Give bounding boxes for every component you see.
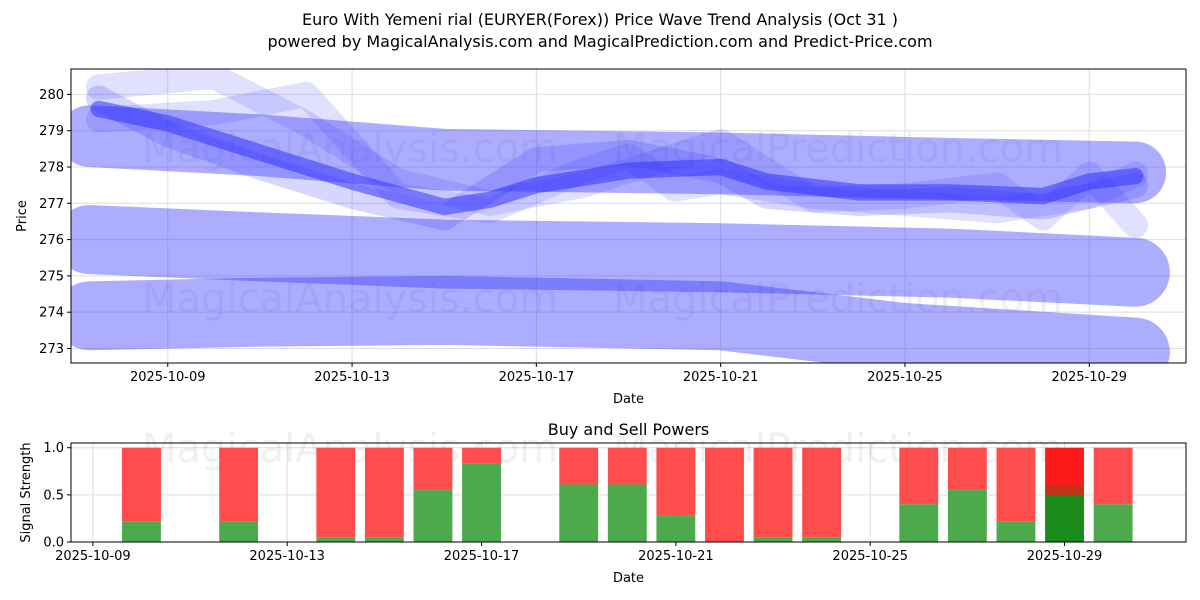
sell-bar xyxy=(947,447,987,491)
sell-bar xyxy=(656,447,696,516)
sell-bar xyxy=(364,447,404,538)
buy-bar xyxy=(947,490,987,542)
sell-bar xyxy=(899,447,939,505)
buy-bar xyxy=(802,537,842,542)
y-tick-label: 278 xyxy=(39,161,64,176)
sell-bar xyxy=(316,447,356,538)
buy-bar xyxy=(1093,504,1133,542)
x-tick-label: 2025-10-25 xyxy=(867,370,943,385)
sell-bar xyxy=(1093,447,1133,505)
sell-bar xyxy=(462,447,501,464)
buy-bar xyxy=(462,463,501,542)
chart-title: Euro With Yemeni rial (EURYER(Forex)) Pr… xyxy=(301,10,899,29)
y-tick-label: 0.5 xyxy=(43,488,64,503)
x-tick-label: 2025-10-13 xyxy=(314,370,390,385)
buy-bar xyxy=(996,521,1036,542)
y-tick-label: 274 xyxy=(39,306,64,321)
y-tick-label: 0.0 xyxy=(43,536,64,551)
sell-bar xyxy=(705,447,744,542)
buy-bar xyxy=(1045,494,1084,542)
buy-bar xyxy=(219,521,259,542)
wave-lower-band xyxy=(71,275,1170,363)
subplot-title: Buy and Sell Powers xyxy=(548,420,710,439)
x-tick-label: 2025-10-29 xyxy=(1051,370,1127,385)
sell-bar xyxy=(413,447,453,491)
buy-bar xyxy=(753,537,793,542)
x-tick-label: 2025-10-13 xyxy=(249,549,325,564)
sell-bar xyxy=(802,447,842,538)
sell-bar xyxy=(753,447,793,538)
x-tick-label: 2025-10-09 xyxy=(55,549,131,564)
y-tick-label: 276 xyxy=(39,233,64,248)
chart-subtitle: powered by MagicalAnalysis.com and Magic… xyxy=(267,32,933,51)
buy-bar xyxy=(656,515,696,542)
y-tick-label: 280 xyxy=(39,88,64,103)
wave-main xyxy=(90,100,1144,216)
y-axis-label: Price xyxy=(15,200,30,232)
y-axis-label: Signal Strength xyxy=(19,442,34,542)
sell-bar xyxy=(559,447,599,485)
buy-bar xyxy=(899,504,939,542)
watermark: MagicalAnalysis.com xyxy=(142,276,558,322)
buy-bar xyxy=(364,537,404,542)
buy-bar xyxy=(316,537,356,542)
sell-bar xyxy=(122,447,161,522)
y-tick-label: 279 xyxy=(39,124,64,139)
y-tick-label: 275 xyxy=(39,269,64,284)
x-tick-label: 2025-10-17 xyxy=(444,549,520,564)
wave-mid-band xyxy=(71,205,1170,307)
x-tick-label: 2025-10-29 xyxy=(1027,549,1103,564)
x-tick-label: 2025-10-21 xyxy=(638,549,714,564)
series-group xyxy=(71,69,1170,363)
axes-frame xyxy=(70,68,1187,364)
axes-frame xyxy=(70,442,1187,543)
x-axis-label: Date xyxy=(613,392,644,407)
watermark: MagicalPrediction.com xyxy=(613,276,1063,322)
buy-bar xyxy=(122,521,161,542)
y-tick-label: 277 xyxy=(39,197,64,212)
y-tick-label: 273 xyxy=(39,342,64,357)
buy-bar xyxy=(559,484,599,542)
sell-bar xyxy=(607,447,647,485)
x-axis-label: Date xyxy=(613,571,644,586)
x-tick-label: 2025-10-21 xyxy=(683,370,759,385)
overlap-bar xyxy=(1045,485,1084,495)
sell-bar xyxy=(996,447,1036,522)
buy-bar xyxy=(413,490,453,542)
buy-bar xyxy=(607,484,647,542)
x-tick-label: 2025-10-09 xyxy=(130,370,206,385)
x-tick-label: 2025-10-25 xyxy=(832,549,908,564)
wave-light-1 xyxy=(85,69,1149,238)
x-tick-label: 2025-10-17 xyxy=(499,370,575,385)
y-tick-label: 1.0 xyxy=(43,441,64,456)
sell-bar xyxy=(219,447,259,522)
